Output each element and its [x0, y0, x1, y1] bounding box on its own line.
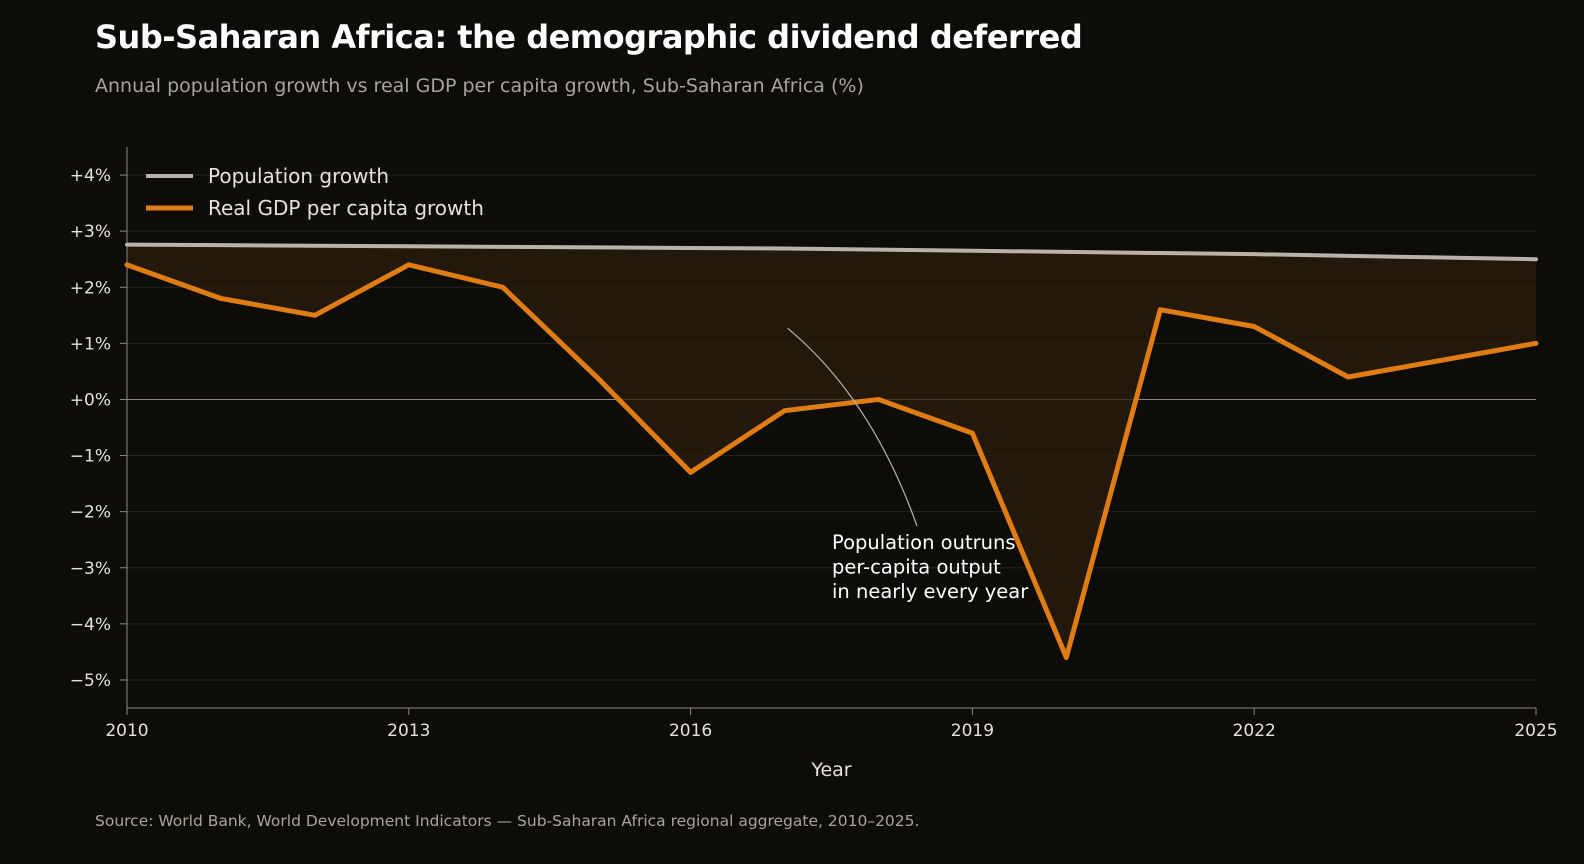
y-tick-label: +1% — [70, 334, 111, 354]
x-tick-label: 2022 — [1233, 721, 1276, 741]
y-tick-label: −5% — [70, 671, 111, 691]
y-tick-label: +3% — [70, 222, 111, 242]
annotation-text: Population outruns per-capita output in ne… — [832, 531, 1029, 603]
annotation-line: Population outruns — [832, 531, 1015, 554]
y-tick-label: −4% — [70, 615, 111, 635]
legend: Population growth Real GDP per capita gro… — [146, 164, 484, 220]
x-tick-label: 2016 — [669, 721, 712, 741]
x-tick-label: 2013 — [387, 721, 430, 741]
y-tick-label: −2% — [70, 503, 111, 523]
y-tick-label: +4% — [70, 166, 111, 186]
x-tick-label: 2019 — [951, 721, 994, 741]
gap-area — [127, 244, 1536, 658]
chart-svg: +4% +3% +2% +1% +0% −1% −2% −3% −4% −5% 2010 2013 20… — [70, 147, 1558, 781]
y-tick-label: +0% — [70, 390, 111, 410]
series-layer — [124, 242, 1539, 661]
x-axis-title: Year — [810, 759, 851, 781]
axis-layer: +4% +3% +2% +1% +0% −1% −2% −3% −4% −5% 2010 2013 20… — [70, 147, 1558, 781]
population-growth-line — [125, 242, 1538, 262]
chart-subtitle: Annual population growth vs real GDP per… — [95, 75, 864, 97]
y-tick-label: +2% — [70, 278, 111, 298]
x-tick-label: 2010 — [105, 721, 148, 741]
gap-area-layer — [127, 244, 1536, 658]
annotation-layer: Population outruns per-capita output in ne… — [787, 327, 1029, 603]
annotation-line: per-capita output — [832, 556, 1001, 579]
annotation-line: in nearly every year — [832, 580, 1029, 603]
chart-title: Sub-Saharan Africa: the demographic divi… — [95, 18, 1083, 56]
legend-label: Population growth — [208, 164, 389, 188]
grid-layer — [127, 174, 1536, 681]
y-tick-label: −1% — [70, 447, 111, 467]
gdp-per-capita-line — [124, 262, 1539, 661]
y-tick-label: −3% — [70, 559, 111, 579]
annotation-leader-line — [787, 327, 918, 527]
legend-label: Real GDP per capita growth — [208, 196, 484, 220]
source-note: Source: World Bank, World Development In… — [95, 812, 920, 830]
x-tick-label: 2025 — [1514, 721, 1557, 741]
